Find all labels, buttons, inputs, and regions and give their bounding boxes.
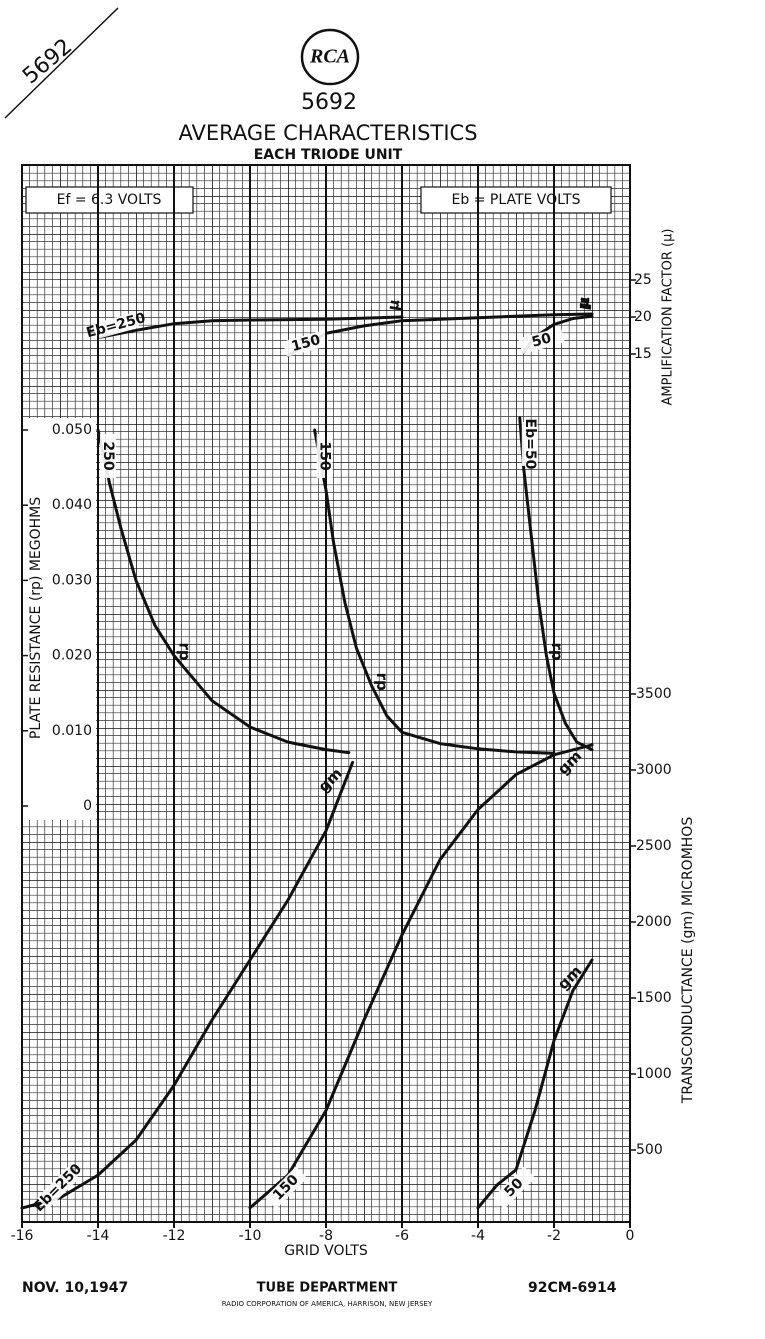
curve [313, 428, 556, 755]
y-tick-label: 25 [634, 272, 652, 288]
series-name: 150 [290, 332, 323, 355]
y-tick-label: 0.040 [52, 497, 92, 513]
annotation-box [420, 186, 612, 214]
x-tick-label: -14 [87, 1228, 110, 1244]
x-tick-label: 0 [626, 1228, 635, 1244]
curve-label-bg [521, 421, 538, 466]
y-tick-label: 0.020 [52, 648, 92, 664]
curve [248, 743, 594, 1210]
series-name: Eb=50 [522, 419, 538, 470]
y-axis-label: PLATE RESISTANCE (rp) MEGOHMS [28, 497, 44, 739]
y-tick-label: 3500 [636, 686, 672, 702]
title: AVERAGE CHARACTERISTICS [178, 121, 477, 145]
y-tick-label: 20 [634, 309, 652, 325]
y-axis-label: AMPLIFICATION FACTOR (μ) [661, 229, 676, 406]
curve-label-bg [492, 1166, 536, 1209]
corner-rule [4, 7, 119, 119]
x-tick-label: -8 [319, 1228, 333, 1244]
curve-label-bg [36, 1166, 80, 1210]
y-tick-label: 2000 [636, 914, 672, 930]
footer-company: RADIO CORPORATION OF AMERICA, HARRISON, … [222, 1300, 433, 1308]
footer-department: TUBE DEPARTMENT [257, 1281, 398, 1296]
x-axis-label: GRID VOLTS [284, 1243, 368, 1259]
series-name: 250 [100, 441, 116, 470]
x-tick-label: -10 [239, 1228, 262, 1244]
y-tick-label: 500 [636, 1142, 663, 1158]
logo: RCA [309, 46, 350, 68]
series-name: 50 [530, 330, 553, 351]
y-tick-label: 0.010 [52, 723, 92, 739]
curve-label-bg [316, 434, 333, 478]
curve-label-bg [92, 312, 140, 340]
rp-label-area [22, 418, 96, 820]
y-axis-label: TRANSCONDUCTANCE (gm) MICROMHOS [680, 817, 696, 1105]
y-tick-label: 1500 [636, 990, 672, 1006]
curve-label-bg [100, 434, 116, 478]
curve-label: μ [384, 298, 404, 312]
series-name: 150 [317, 441, 333, 470]
x-tick-label: -4 [471, 1228, 485, 1244]
logo-ring [300, 28, 360, 86]
subtitle: EACH TRIODE UNIT [254, 147, 403, 163]
footer-code: 92CM-6914 [528, 1280, 617, 1296]
y-tick-label: 1000 [636, 1066, 672, 1082]
y-tick-label: 0.050 [52, 422, 92, 438]
y-tick-label: 0 [83, 798, 92, 814]
x-tick-label: -6 [395, 1228, 409, 1244]
tube-number: 5692 [301, 90, 357, 115]
y-tick-label: 0.030 [52, 572, 92, 588]
x-tick-label: -12 [163, 1228, 186, 1244]
y-tick-label: 3000 [636, 762, 672, 778]
annotation: Ef = 6.3 VOLTS [57, 192, 162, 208]
curve [518, 416, 594, 752]
y-tick-label: 2500 [636, 838, 672, 854]
curve-label: μ [574, 295, 594, 309]
y-tick-label: 15 [634, 346, 652, 362]
curve-label-bg [282, 330, 330, 357]
annotation: Eb = PLATE VOLTS [452, 192, 581, 208]
footer-date: NOV. 10,1947 [22, 1280, 128, 1296]
curve-label-bg [264, 1166, 308, 1209]
curve [20, 760, 355, 1210]
x-tick-label: -2 [547, 1228, 561, 1244]
annotation-box [25, 186, 194, 214]
curve-label: μ [574, 297, 594, 311]
curve-label: rp [373, 673, 391, 691]
corner-number: 5692 [18, 34, 77, 89]
curve [476, 958, 594, 1210]
x-tick-label: -16 [11, 1228, 34, 1244]
curve-label: rp [176, 643, 194, 661]
curve-label: rp [548, 643, 566, 661]
